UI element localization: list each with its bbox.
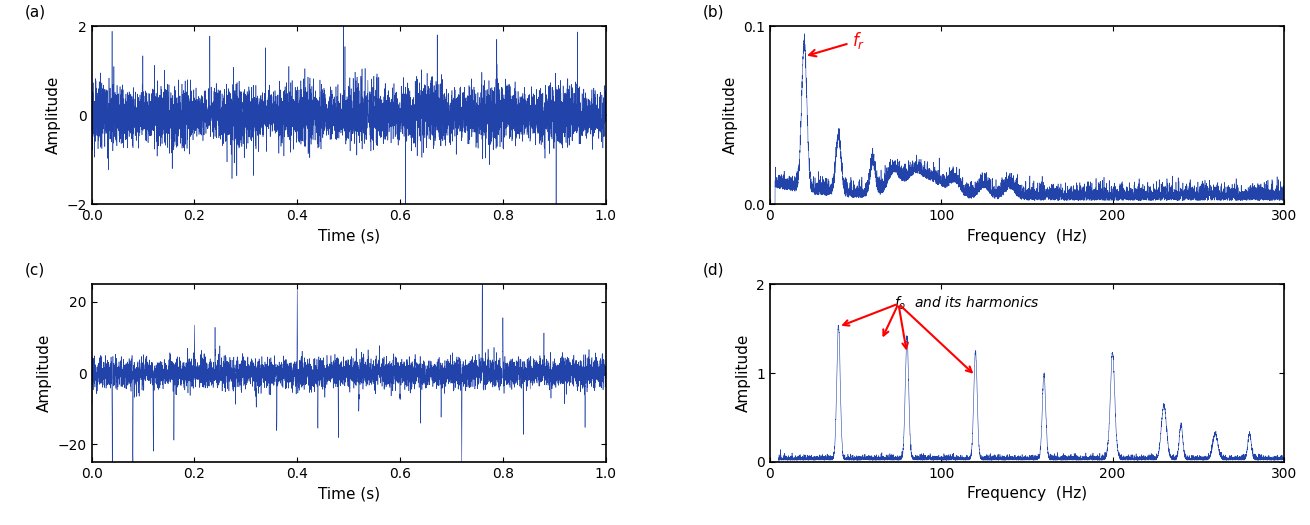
Y-axis label: Amplitude: Amplitude: [723, 76, 738, 154]
Y-axis label: Amplitude: Amplitude: [736, 334, 751, 412]
Text: $f_r$: $f_r$: [810, 30, 866, 56]
Text: (b): (b): [703, 4, 724, 19]
X-axis label: Time (s): Time (s): [317, 487, 380, 501]
Text: (a): (a): [25, 4, 46, 19]
Y-axis label: Amplitude: Amplitude: [46, 76, 60, 154]
Text: $f_o$  and its harmonics: $f_o$ and its harmonics: [895, 295, 1040, 312]
X-axis label: Frequency  (Hz): Frequency (Hz): [967, 228, 1087, 244]
X-axis label: Time (s): Time (s): [317, 228, 380, 244]
X-axis label: Frequency  (Hz): Frequency (Hz): [967, 487, 1087, 501]
Text: (d): (d): [703, 262, 724, 277]
Y-axis label: Amplitude: Amplitude: [37, 334, 52, 412]
Text: (c): (c): [25, 262, 45, 277]
